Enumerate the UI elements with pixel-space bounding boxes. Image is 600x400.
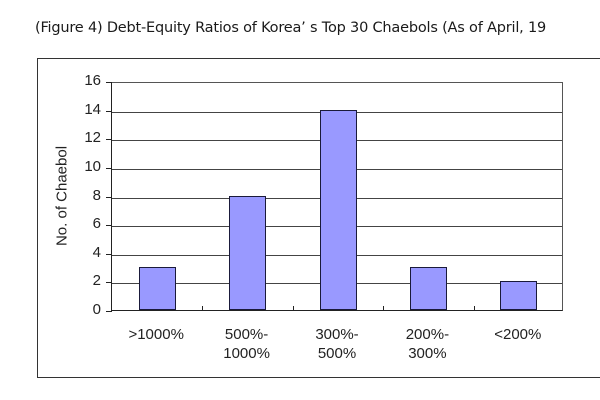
y-tick-label: 12 [84,129,101,147]
x-tick-label-line: 200%- [405,326,450,343]
y-tick [106,110,112,112]
x-tick-label: 500%- 1000% [202,325,292,363]
x-tick-label-line: >1000% [128,326,184,343]
y-tick [106,225,112,227]
x-tick [383,306,385,311]
y-tick [106,196,112,198]
y-axis-title: No. of Chaebol [53,145,71,247]
x-tick-label: 200%- 300% [382,325,472,363]
y-tick-label: 4 [92,243,101,261]
x-tick-label-line: 300% [408,345,447,362]
x-tick-label: <200% [473,325,563,344]
x-tick-label-line: <200% [494,326,542,343]
x-tick-label-line: 1000% [223,345,270,362]
y-tick-label: 8 [92,186,101,204]
x-tick-label-line: 300%- [315,326,359,343]
x-tick-label: 300%- 500% [292,325,382,363]
x-tick [202,306,204,311]
bar [409,267,447,310]
y-tick-label: 2 [92,272,101,290]
y-tick-label: 0 [92,301,101,318]
chart-frame [37,58,600,378]
x-tick [473,306,475,311]
y-tick [106,167,112,169]
y-tick-label: 14 [84,100,101,118]
x-tick-label: >1000% [111,325,201,344]
y-tick [106,253,112,255]
figure-title: (Figure 4) Debt-Equity Ratios of Korea’ … [35,20,547,36]
plot-area [106,82,563,312]
bar [319,109,357,310]
y-tick-label: 6 [92,215,101,233]
y-tick [106,282,112,284]
bar [229,195,267,310]
x-tick-label-line: 500%- [224,326,269,343]
x-tick [292,306,294,311]
bar [500,281,538,310]
y-tick-label: 10 [84,157,101,175]
bar [138,267,176,310]
y-tick [106,311,112,312]
y-tick-label: 16 [84,72,101,89]
x-tick-label-line: 500% [317,345,357,362]
y-tick [106,139,112,141]
y-tick [106,82,112,83]
